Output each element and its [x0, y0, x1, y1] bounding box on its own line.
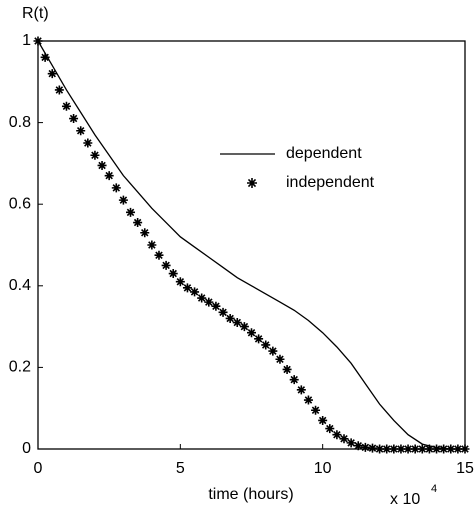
star-marker — [360, 442, 370, 452]
star-marker — [282, 364, 292, 374]
x-tick-label: 5 — [176, 460, 185, 477]
star-marker — [97, 160, 107, 170]
star-marker — [261, 340, 271, 350]
star-marker — [346, 438, 356, 448]
star-marker — [417, 444, 427, 454]
star-marker — [140, 228, 150, 238]
star-marker — [225, 313, 235, 323]
star-marker — [403, 444, 413, 454]
star-marker — [453, 444, 463, 454]
star-marker — [382, 444, 392, 454]
star-marker — [126, 207, 136, 217]
x-tick-label: 0 — [34, 460, 43, 477]
star-marker — [410, 444, 420, 454]
x-tick-label: 10 — [314, 460, 332, 477]
y-tick-label: 0.4 — [9, 277, 31, 294]
star-marker — [232, 318, 242, 328]
plot-frame — [37, 40, 466, 450]
star-marker — [133, 218, 143, 228]
star-marker — [303, 395, 313, 405]
star-marker — [289, 375, 299, 385]
star-marker — [239, 322, 249, 332]
star-marker — [254, 334, 264, 344]
star-marker — [325, 424, 335, 434]
star-marker — [118, 195, 128, 205]
star-marker — [161, 260, 171, 270]
series-line — [37, 40, 465, 450]
star-marker — [311, 405, 321, 415]
star-marker — [40, 52, 50, 62]
star-marker — [389, 444, 399, 454]
y-axis-label: R(t) — [22, 5, 49, 22]
x-multiplier-exponent: 4 — [431, 483, 437, 495]
star-marker — [268, 346, 278, 356]
x-axis-label: time (hours) — [208, 486, 293, 503]
star-marker — [318, 415, 328, 425]
star-marker — [69, 114, 79, 124]
x-tick-label: 15 — [456, 460, 474, 477]
star-marker — [367, 443, 377, 453]
star-marker — [104, 171, 114, 181]
star-marker — [83, 138, 93, 148]
star-marker — [296, 385, 306, 395]
y-tick-label: 0.2 — [9, 359, 31, 376]
star-marker — [432, 444, 442, 454]
star-marker — [154, 250, 164, 260]
y-tick-label: 1 — [22, 32, 31, 49]
star-marker — [54, 85, 64, 95]
legend-label: dependent — [286, 145, 362, 162]
star-marker — [396, 444, 406, 454]
star-marker — [275, 354, 285, 364]
star-marker — [197, 293, 207, 303]
star-marker — [61, 101, 71, 111]
star-marker — [460, 444, 470, 454]
star-marker — [353, 441, 363, 451]
star-marker — [439, 444, 449, 454]
star-marker — [247, 328, 256, 338]
legend-label: independent — [286, 174, 375, 191]
star-marker — [204, 297, 214, 307]
star-marker — [375, 444, 385, 454]
star-marker — [90, 150, 100, 160]
star-marker — [190, 287, 200, 297]
star-marker — [147, 240, 157, 250]
star-marker — [332, 430, 342, 440]
star-marker — [182, 283, 192, 293]
star-marker — [168, 269, 178, 279]
y-tick-label: 0.8 — [9, 114, 31, 131]
star-marker — [175, 277, 185, 287]
y-tick-label: 0 — [22, 440, 31, 457]
star-marker — [446, 444, 456, 454]
star-marker — [33, 36, 43, 46]
star-marker — [76, 126, 86, 136]
star-marker — [424, 444, 434, 454]
star-marker — [218, 307, 228, 317]
star-marker — [111, 183, 121, 193]
legend-marker — [247, 178, 257, 188]
star-marker — [211, 301, 221, 311]
y-tick-label: 0.6 — [9, 195, 31, 212]
star-marker — [47, 69, 57, 79]
x-multiplier-base: x 10 — [390, 491, 420, 508]
star-marker — [339, 434, 349, 444]
